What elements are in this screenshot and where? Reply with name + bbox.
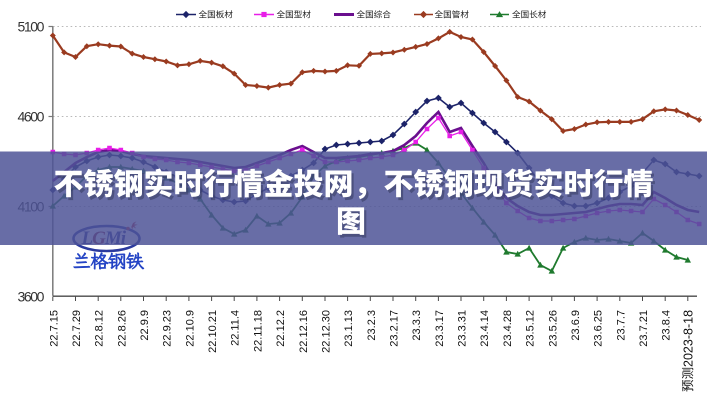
svg-text:22.7.15: 22.7.15	[48, 310, 60, 347]
svg-text:22.10.21: 22.10.21	[207, 310, 219, 353]
svg-text:22.8.12: 22.8.12	[94, 310, 106, 347]
svg-text:23.4.14: 23.4.14	[479, 310, 491, 347]
svg-text:23.5.26: 23.5.26	[547, 310, 559, 347]
svg-text:22.12.30: 22.12.30	[321, 310, 333, 353]
svg-text:22.7.29: 22.7.29	[71, 310, 83, 347]
svg-text:22.12.2: 22.12.2	[275, 310, 287, 347]
svg-text:23.7.7: 23.7.7	[615, 310, 627, 341]
svg-text:22.9.23: 22.9.23	[162, 310, 174, 347]
svg-text:23.3.3: 23.3.3	[411, 310, 423, 341]
svg-text:23.8.4: 23.8.4	[661, 310, 673, 341]
svg-text:2023-8-18: 2023-8-18	[681, 310, 695, 367]
svg-text:23.4.28: 23.4.28	[502, 310, 514, 347]
svg-text:23.6.25: 23.6.25	[593, 310, 605, 347]
svg-text:22.10.9: 22.10.9	[184, 310, 196, 347]
svg-text:3600: 3600	[17, 289, 44, 305]
svg-text:23.5.12: 23.5.12	[525, 310, 537, 347]
svg-text:23.7.21: 23.7.21	[638, 310, 650, 347]
svg-text:5100: 5100	[17, 19, 44, 35]
svg-text:23.6.9: 23.6.9	[570, 310, 582, 341]
svg-text:22.12.16: 22.12.16	[298, 310, 310, 353]
svg-text:23.2.3: 23.2.3	[366, 310, 378, 341]
svg-text:22.8.26: 22.8.26	[116, 310, 128, 347]
svg-text:22.11.18: 22.11.18	[252, 310, 264, 352]
svg-text:23.3.31: 23.3.31	[457, 310, 469, 347]
svg-text:22.9.9: 22.9.9	[139, 310, 151, 341]
svg-text:4600: 4600	[17, 109, 44, 125]
svg-text:23.2.17: 23.2.17	[389, 310, 401, 347]
svg-text:23.1.13: 23.1.13	[343, 310, 355, 347]
svg-text:23.3.17: 23.3.17	[434, 310, 446, 347]
svg-text:22.11.4: 22.11.4	[230, 310, 242, 346]
